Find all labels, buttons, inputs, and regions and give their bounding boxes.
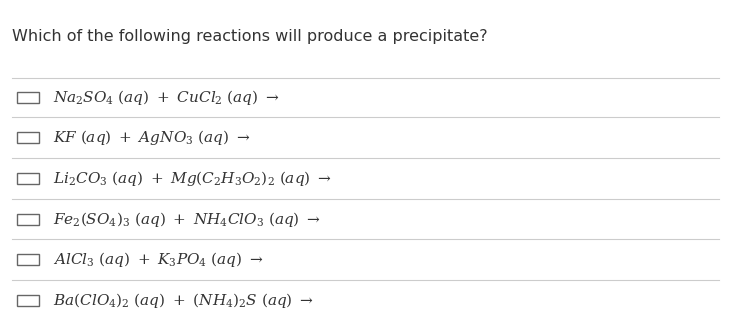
Bar: [17, 173, 39, 184]
Bar: [17, 254, 39, 265]
Bar: [17, 132, 39, 143]
Bar: [17, 295, 39, 306]
Text: $AlCl_3\ (aq)\ +\ K_3PO_4\ (aq)\ \rightarrow$: $AlCl_3\ (aq)\ +\ K_3PO_4\ (aq)\ \righta…: [53, 250, 263, 269]
Text: $Na_2SO_4\ (aq)\ +\ CuCl_2\ (aq)\ \rightarrow$: $Na_2SO_4\ (aq)\ +\ CuCl_2\ (aq)\ \right…: [53, 88, 279, 107]
Text: $Fe_2(SO_4)_3\ (aq)\ +\ NH_4ClO_3\ (aq)\ \rightarrow$: $Fe_2(SO_4)_3\ (aq)\ +\ NH_4ClO_3\ (aq)\…: [53, 210, 320, 228]
Text: Which of the following reactions will produce a precipitate?: Which of the following reactions will pr…: [12, 29, 488, 44]
Text: $KF\ (aq)\ +\ AgNO_3\ (aq)\ \rightarrow$: $KF\ (aq)\ +\ AgNO_3\ (aq)\ \rightarrow$: [53, 128, 250, 147]
Text: $Li_2CO_3\ (aq)\ +\ Mg(C_2H_3O_2)_2\ (aq)\ \rightarrow$: $Li_2CO_3\ (aq)\ +\ Mg(C_2H_3O_2)_2\ (aq…: [53, 169, 331, 188]
Bar: [17, 213, 39, 225]
Bar: [17, 92, 39, 103]
Text: $Ba(ClO_4)_2\ (aq)\ +\ (NH_4)_2S\ (aq)\ \rightarrow$: $Ba(ClO_4)_2\ (aq)\ +\ (NH_4)_2S\ (aq)\ …: [53, 291, 314, 310]
